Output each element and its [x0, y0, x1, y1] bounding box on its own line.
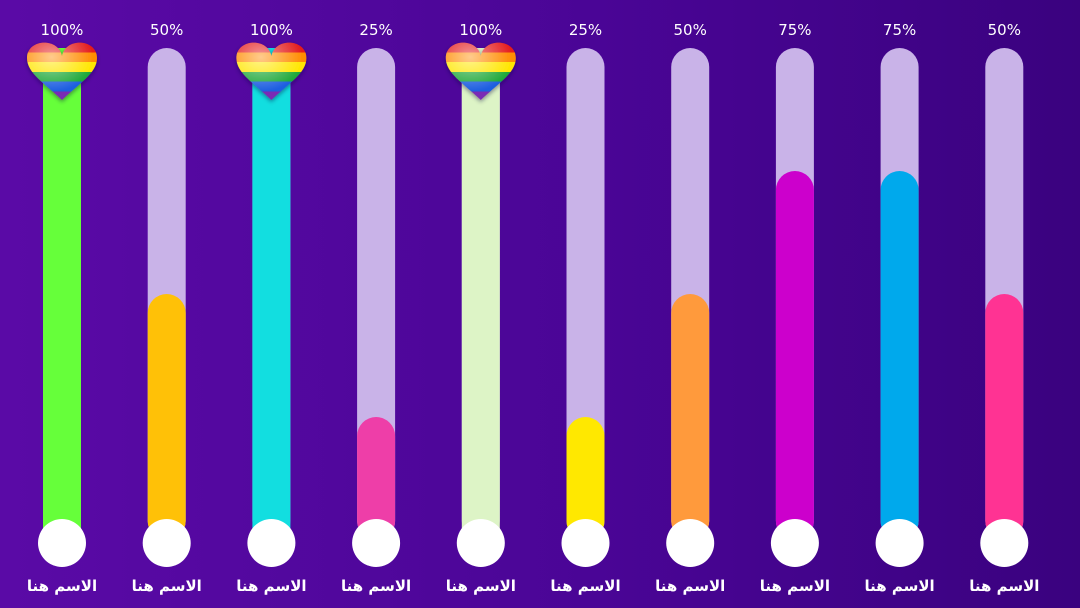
bar-group: 75% الاسم هنا [760, 21, 830, 595]
bar-base-circle [352, 519, 401, 567]
bar-fill [43, 48, 81, 540]
value-label: 75% [883, 21, 916, 39]
bar-group: 25% الاسم هنا [550, 21, 620, 595]
bar-group: 100% الاسم هنا [236, 21, 306, 595]
bar-fill [985, 294, 1024, 540]
bar-base-circle [142, 519, 191, 567]
bar-fill [147, 294, 186, 540]
bar-fill [671, 294, 710, 540]
heart-shine [445, 42, 516, 100]
bar-base-circle [770, 519, 819, 567]
bar-fill [357, 417, 396, 540]
bar-base-circle [456, 519, 505, 567]
bar-group: 100% الاسم هنا [27, 21, 97, 595]
bar-base-circle [980, 519, 1029, 567]
category-label: الاسم هنا [446, 577, 516, 595]
bar-base-circle [875, 519, 924, 567]
category-label: الاسم هنا [341, 577, 411, 595]
bar-group: 50% الاسم هنا [132, 21, 202, 595]
rainbow-heart-icon [27, 42, 97, 100]
value-label: 50% [988, 21, 1021, 39]
value-label: 50% [674, 21, 707, 39]
rainbow-heart-icon [445, 42, 516, 100]
category-label: الاسم هنا [27, 577, 97, 595]
bar-fill [566, 417, 605, 540]
bar-fill [880, 171, 919, 540]
value-label: 100% [459, 21, 502, 39]
bar-track [566, 48, 605, 540]
value-label: 75% [778, 21, 811, 39]
bar-group: 100% الاسم هنا [446, 21, 516, 595]
category-label: الاسم هنا [132, 577, 202, 595]
bar-base-circle [561, 519, 610, 567]
bar-fill [461, 48, 500, 540]
value-label: 100% [41, 21, 84, 39]
heart-shine [27, 42, 97, 100]
bar-track [357, 48, 396, 540]
rainbow-heart-icon [236, 42, 307, 100]
heart-shine [236, 42, 307, 100]
value-label: 25% [359, 21, 392, 39]
bar-group: 75% الاسم هنا [864, 21, 934, 595]
bar-group: 50% الاسم هنا [655, 21, 725, 595]
bar-group: 50% الاسم هنا [969, 21, 1039, 595]
value-label: 100% [250, 21, 293, 39]
bar-base-circle [38, 519, 86, 567]
category-label: الاسم هنا [760, 577, 830, 595]
bar-fill [252, 48, 291, 540]
bar-fill [775, 171, 814, 540]
bar-base-circle [666, 519, 715, 567]
category-label: الاسم هنا [550, 577, 620, 595]
category-label: الاسم هنا [655, 577, 725, 595]
bar-group: 25% الاسم هنا [341, 21, 411, 595]
value-label: 50% [150, 21, 183, 39]
category-label: الاسم هنا [864, 577, 934, 595]
category-label: الاسم هنا [236, 577, 306, 595]
bar-base-circle [247, 519, 296, 567]
value-label: 25% [569, 21, 602, 39]
category-label: الاسم هنا [969, 577, 1039, 595]
